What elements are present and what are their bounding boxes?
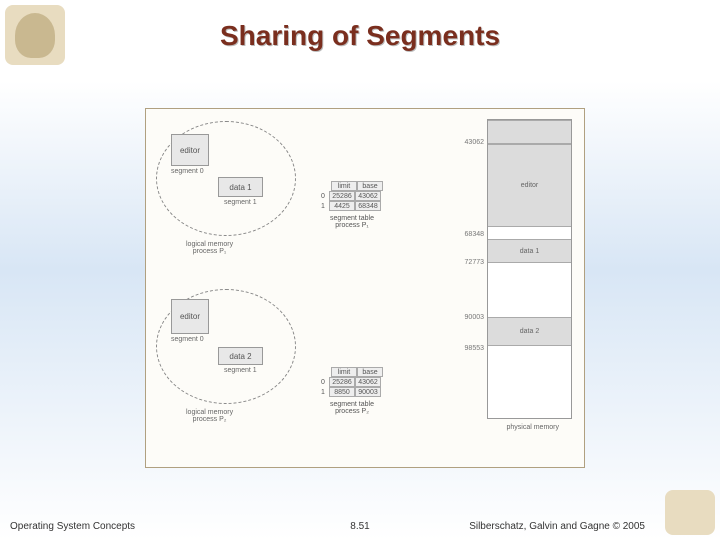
st-cell: 4425 — [329, 201, 355, 211]
p2-seg1-label: segment 1 — [224, 367, 257, 374]
row-idx: 0 — [321, 193, 329, 200]
p1-editor-box: editor — [171, 134, 209, 166]
st-header: base — [357, 367, 383, 377]
p2-data2-box: data 2 — [218, 347, 263, 365]
st2-caption: segment table process P₂ — [321, 401, 383, 415]
pmem-data1: data 1 — [488, 239, 571, 263]
addr: 98553 — [465, 345, 484, 352]
st-cell: 8850 — [329, 387, 355, 397]
pmem-pad — [488, 120, 571, 144]
p2-seg0-label: segment 0 — [171, 336, 204, 343]
dinosaur-logo-bottom — [665, 490, 715, 535]
pmem-editor: editor — [488, 144, 571, 227]
st-cell: 43062 — [355, 377, 381, 387]
addr: 72773 — [465, 259, 484, 266]
footer-copyright: Silberschatz, Galvin and Gagne © 2005 — [469, 521, 645, 532]
p2-caption: logical memory process P₂ — [186, 409, 233, 423]
slide-title: Sharing of Segments — [0, 20, 720, 52]
st-cell: 90003 — [355, 387, 381, 397]
row-idx: 1 — [321, 203, 329, 210]
p1-data1-box: data 1 — [218, 177, 263, 197]
pmem-data2: data 2 — [488, 317, 571, 347]
pmem-caption: physical memory — [506, 424, 559, 431]
segment-table-p2: limitbase 02528643062 1885090003 segment… — [321, 367, 383, 415]
sharing-segments-diagram: editor segment 0 data 1 segment 1 logica… — [145, 108, 585, 468]
row-idx: 0 — [321, 379, 329, 386]
st-header: base — [357, 181, 383, 191]
p1-seg0-label: segment 0 — [171, 168, 204, 175]
addr: 43062 — [465, 139, 484, 146]
st-cell: 68348 — [355, 201, 381, 211]
p1-seg1-label: segment 1 — [224, 199, 257, 206]
physical-memory: editor data 1 data 2 — [487, 119, 572, 419]
st-header: limit — [331, 181, 357, 191]
addr: 90003 — [465, 314, 484, 321]
row-idx: 1 — [321, 389, 329, 396]
st-cell: 25286 — [329, 377, 355, 387]
st1-caption: segment table process P₁ — [321, 215, 383, 229]
st-header: limit — [331, 367, 357, 377]
p2-editor-box: editor — [171, 299, 209, 334]
footer-page-number: 8.51 — [350, 521, 369, 532]
footer-left: Operating System Concepts — [10, 521, 135, 532]
st-cell: 43062 — [355, 191, 381, 201]
segment-table-p1: limitbase 02528643062 1442568348 segment… — [321, 181, 383, 229]
addr: 68348 — [465, 231, 484, 238]
p1-caption: logical memory process P₁ — [186, 241, 233, 255]
st-cell: 25286 — [329, 191, 355, 201]
